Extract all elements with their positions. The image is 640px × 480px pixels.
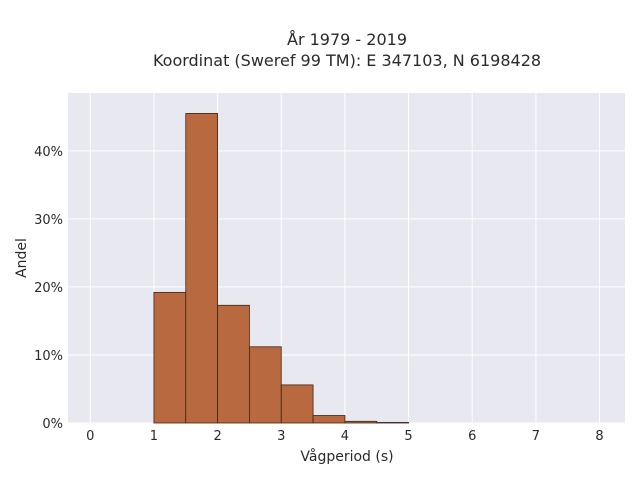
y-tick-label: 20% <box>34 281 63 296</box>
bars-group <box>153 113 409 424</box>
histogram-bar <box>344 420 378 424</box>
y-axis-label: Andel <box>14 238 30 278</box>
chart-title-line1: År 1979 - 2019 <box>287 30 407 49</box>
y-tick-label: 10% <box>34 349 63 364</box>
x-tick-label: 4 <box>341 429 349 444</box>
histogram-bar <box>185 113 218 424</box>
x-tick-label: 7 <box>532 429 540 444</box>
y-tick-label: 0% <box>42 417 63 432</box>
chart-title-line2: Koordinat (Sweref 99 TM): E 347103, N 61… <box>153 51 541 70</box>
x-axis-label: Vågperiod (s) <box>300 448 393 465</box>
histogram-bar <box>280 384 314 424</box>
y-axis-ticks: 0% 10% 20% 30% 40% <box>34 145 63 432</box>
x-tick-label: 0 <box>86 429 94 444</box>
histogram-bar <box>153 291 187 424</box>
y-tick-label: 40% <box>34 145 63 160</box>
x-tick-label: 3 <box>277 429 285 444</box>
y-tick-label: 30% <box>34 213 63 228</box>
histogram-bar <box>217 304 250 424</box>
histogram-bar <box>376 422 409 424</box>
x-axis-ticks: 0 1 2 3 4 5 6 7 8 <box>86 429 604 444</box>
histogram-bar <box>249 346 282 424</box>
plot-area <box>68 93 625 423</box>
x-tick-label: 8 <box>595 429 603 444</box>
x-tick-label: 5 <box>404 429 412 444</box>
x-tick-label: 1 <box>150 429 158 444</box>
histogram-bar <box>312 415 346 424</box>
x-tick-label: 2 <box>213 429 221 444</box>
x-tick-label: 6 <box>468 429 476 444</box>
